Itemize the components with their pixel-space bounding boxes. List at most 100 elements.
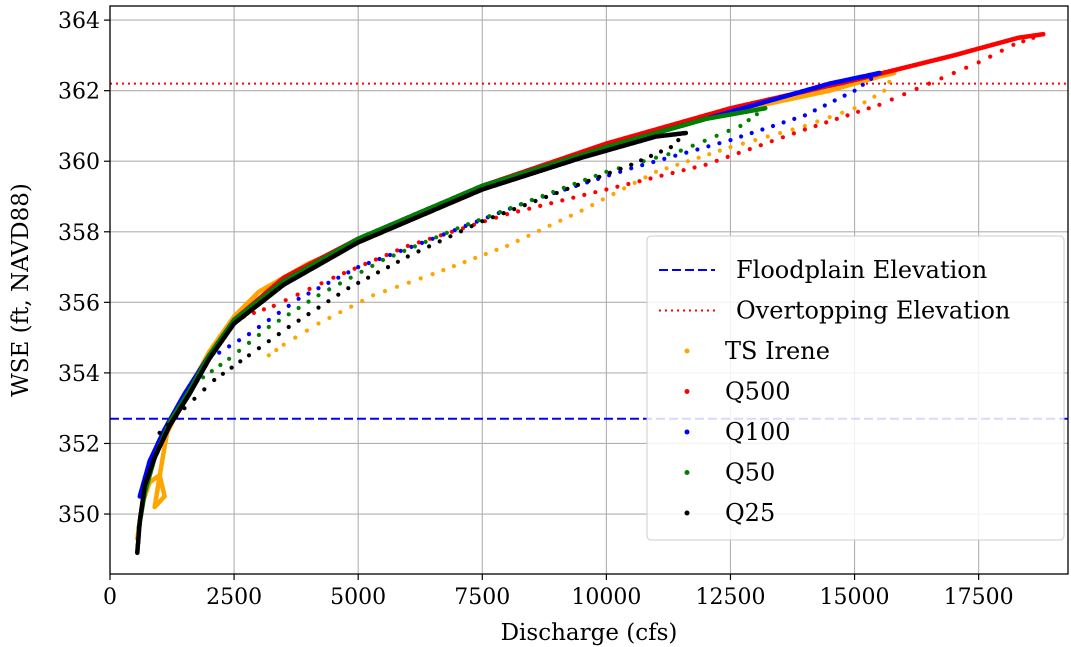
data-point — [338, 310, 343, 315]
data-point — [494, 215, 499, 220]
data-point — [889, 97, 894, 102]
data-point — [802, 123, 808, 129]
data-point — [714, 158, 719, 163]
data-point — [640, 163, 645, 168]
data-point — [725, 154, 730, 159]
data-point — [675, 162, 680, 167]
data-point — [405, 243, 410, 248]
data-point — [529, 197, 535, 203]
data-point — [637, 179, 642, 184]
data-point — [349, 304, 354, 309]
data-point — [802, 127, 808, 132]
data-point — [792, 116, 797, 121]
data-point — [385, 265, 391, 270]
data-point — [370, 263, 375, 268]
data-point — [455, 226, 460, 231]
y-tick-label: 356 — [58, 291, 100, 316]
data-point — [522, 203, 527, 208]
data-point — [382, 289, 388, 294]
data-point — [217, 350, 222, 355]
data-point — [505, 243, 510, 248]
legend-label: Overtopping Elevation — [736, 297, 1010, 325]
data-point — [852, 88, 857, 93]
data-point — [341, 271, 347, 276]
data-point — [999, 48, 1004, 53]
data-point — [406, 280, 411, 285]
legend-label: Q500 — [725, 378, 790, 406]
data-point — [366, 260, 371, 266]
legend-label: TS Irene — [725, 337, 830, 365]
data-point — [441, 268, 446, 273]
data-point — [572, 181, 577, 186]
data-point — [319, 281, 324, 286]
data-point — [394, 284, 399, 289]
data-point — [337, 281, 343, 286]
data-point — [276, 310, 281, 315]
x-tick-label: 10000 — [571, 585, 641, 610]
data-point — [579, 208, 584, 213]
data-point — [658, 149, 664, 154]
data-point — [418, 276, 423, 281]
data-point — [283, 298, 288, 303]
data-point — [220, 371, 225, 376]
data-point — [460, 226, 466, 231]
data-point — [271, 303, 276, 308]
data-point — [296, 318, 301, 323]
data-point — [192, 396, 197, 401]
x-tick-label: 0 — [103, 585, 117, 610]
data-point — [648, 153, 654, 158]
data-point — [812, 108, 817, 113]
data-point — [416, 240, 421, 245]
data-point — [575, 182, 581, 187]
data-point — [703, 162, 708, 167]
data-point — [615, 184, 620, 189]
legend-label: Q25 — [725, 499, 775, 527]
data-point — [331, 275, 336, 280]
data-point — [416, 249, 421, 254]
data-point — [607, 170, 613, 175]
data-point — [266, 324, 271, 330]
data-point — [388, 252, 393, 258]
data-point — [869, 76, 874, 81]
data-point — [487, 214, 492, 219]
data-point — [695, 147, 700, 152]
x-tick-label: 12500 — [695, 585, 765, 610]
data-point — [696, 155, 701, 160]
data-point — [758, 143, 763, 148]
data-point — [356, 265, 361, 270]
data-point — [862, 100, 867, 105]
y-tick-label: 358 — [58, 221, 100, 246]
y-axis-label: WSE (ft, NAVD88) — [8, 183, 34, 397]
data-point — [246, 340, 252, 345]
data-point — [266, 339, 271, 344]
data-point — [201, 375, 206, 380]
data-point — [678, 148, 683, 153]
data-point — [476, 218, 481, 223]
x-tick-label: 17500 — [944, 585, 1014, 610]
y-tick-label: 350 — [58, 503, 100, 528]
data-point — [327, 315, 332, 320]
data-point — [306, 312, 311, 317]
data-point — [902, 92, 907, 97]
data-point — [770, 123, 776, 129]
data-point — [887, 79, 892, 84]
data-point — [753, 138, 758, 143]
data-point — [395, 248, 400, 253]
data-point — [512, 207, 517, 212]
data-point — [662, 156, 667, 161]
data-point — [976, 60, 981, 65]
data-point — [295, 292, 300, 297]
data-point — [558, 218, 563, 223]
data-point — [182, 406, 187, 411]
data-point — [434, 235, 439, 240]
data-point — [296, 296, 301, 301]
data-point — [246, 332, 252, 337]
data-point — [749, 130, 754, 136]
data-point — [427, 244, 432, 249]
x-tick-label: 15000 — [820, 585, 890, 610]
series-group — [135, 130, 689, 556]
data-point — [593, 173, 598, 178]
data-point — [590, 203, 595, 208]
data-point — [629, 162, 634, 167]
data-point — [316, 321, 321, 326]
